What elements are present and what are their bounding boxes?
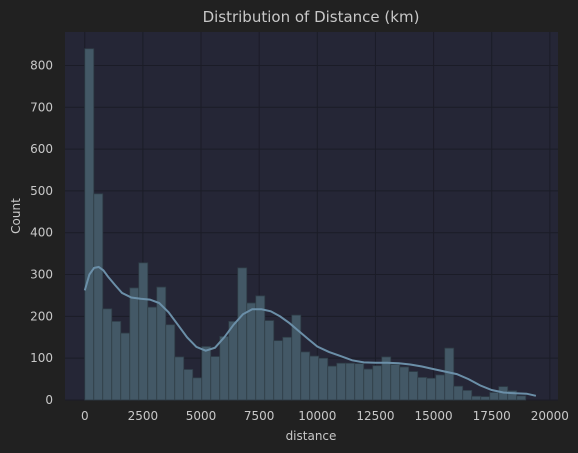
- histogram-bar: [129, 287, 140, 401]
- histogram-bar: [426, 377, 437, 401]
- histogram-bar: [417, 377, 428, 401]
- y-tick-label: 0: [45, 393, 53, 407]
- y-tick-label: 800: [30, 58, 53, 72]
- histogram-bar: [489, 392, 500, 401]
- histogram-bar: [102, 308, 113, 401]
- histogram-bar: [507, 390, 518, 401]
- histogram-bar: [345, 362, 356, 401]
- histogram-bar: [372, 365, 383, 401]
- histogram-bar: [219, 336, 230, 401]
- histogram-bar: [462, 389, 473, 401]
- histogram-bar: [237, 267, 248, 401]
- y-axis-label: Count: [9, 198, 23, 234]
- kde-curve: [83, 265, 537, 397]
- histogram-bar: [120, 332, 131, 401]
- histogram-bar: [354, 363, 365, 401]
- y-tick-label: 500: [30, 184, 53, 198]
- y-tick-label: 300: [30, 268, 53, 282]
- histogram-bar: [399, 366, 410, 401]
- histogram-bar: [93, 193, 104, 401]
- x-tick-label: 15000: [414, 409, 452, 423]
- x-tick-label: 5000: [186, 409, 217, 423]
- histogram-bar: [282, 336, 293, 401]
- histogram-bar: [201, 346, 212, 401]
- histogram-bar: [516, 395, 527, 401]
- histogram-bar: [327, 365, 338, 401]
- histogram-bar: [336, 362, 347, 401]
- histogram-bar: [435, 374, 446, 401]
- y-tick-label: 400: [30, 226, 53, 240]
- histogram-bar: [174, 356, 185, 401]
- histogram-bar: [480, 396, 491, 401]
- histogram-bar: [264, 320, 275, 401]
- histogram-bar: [453, 385, 464, 401]
- y-tick-label: 600: [30, 142, 53, 156]
- histogram-bar: [192, 377, 203, 401]
- histogram-bar: [228, 320, 239, 401]
- histogram-bar: [84, 48, 95, 401]
- histogram-bar: [165, 324, 176, 401]
- histogram-bar: [390, 364, 401, 401]
- histogram-bar: [210, 356, 221, 401]
- histogram-bar: [138, 262, 149, 401]
- histogram-bar: [309, 355, 320, 401]
- chart-title: Distribution of Distance (km): [203, 8, 420, 26]
- histogram-bar: [111, 320, 122, 401]
- histogram-bar: [318, 357, 329, 401]
- histogram-bar: [471, 395, 482, 401]
- y-tick-label: 700: [30, 100, 53, 114]
- histogram-bar: [363, 368, 374, 401]
- bars: [84, 48, 527, 401]
- histogram-bar: [255, 295, 266, 401]
- x-tick-label: 0: [81, 409, 89, 423]
- x-tick-label: 17500: [473, 409, 511, 423]
- x-tick-label: 10000: [298, 409, 336, 423]
- y-tick-label: 200: [30, 309, 53, 323]
- histogram-bar: [147, 306, 158, 401]
- x-tick-label: 20000: [531, 409, 569, 423]
- x-tick-label: 7500: [244, 409, 275, 423]
- y-axis-ticks: 0 100 200 300 400 500 600 700 800: [30, 58, 53, 407]
- x-tick-label: 12500: [356, 409, 394, 423]
- x-axis-ticks: 0 2500 5000 7500 10000 12500 15000 17500 20000: [81, 409, 569, 423]
- x-tick-label: 2500: [128, 409, 159, 423]
- x-axis-label: distance: [286, 429, 337, 443]
- histogram-bar: [183, 369, 194, 401]
- histogram-bar: [408, 371, 419, 401]
- y-tick-label: 100: [30, 351, 53, 365]
- histogram-bar: [273, 340, 284, 401]
- histogram-bar: [300, 351, 311, 401]
- histogram-bar: [246, 302, 257, 401]
